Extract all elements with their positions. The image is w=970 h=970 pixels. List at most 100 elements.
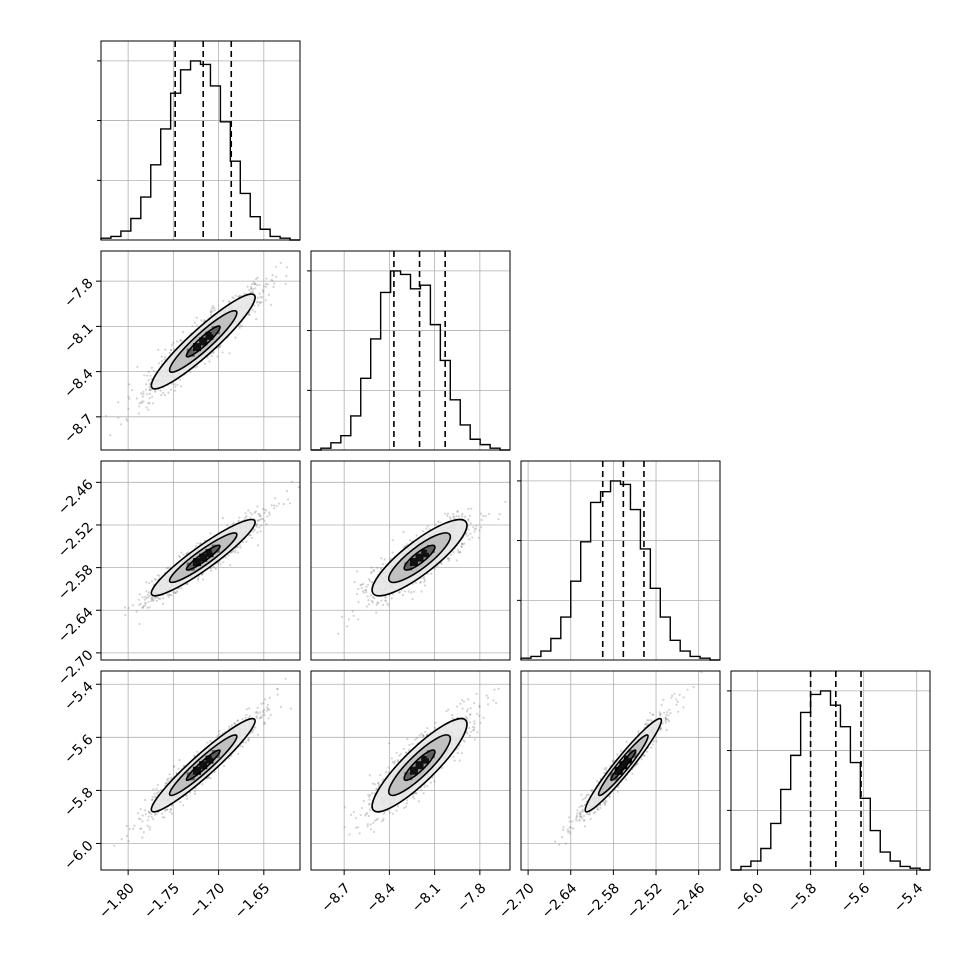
scatter-point — [186, 552, 189, 555]
scatter-point — [407, 590, 410, 593]
scatter-point — [146, 819, 149, 822]
scatter-point — [139, 602, 142, 606]
scatter-point — [177, 767, 180, 770]
scatter-point — [255, 301, 258, 304]
scatter-point — [346, 625, 349, 628]
scatter-point — [420, 789, 423, 792]
scatter-point — [228, 352, 231, 355]
scatter-point — [236, 551, 240, 554]
scatter-point — [142, 390, 145, 393]
scatter-point — [170, 348, 173, 352]
scatter-point — [246, 285, 249, 288]
scatter-point — [216, 355, 219, 358]
scatter-point — [351, 610, 354, 613]
scatter-point — [258, 518, 261, 522]
scatter-point — [257, 512, 260, 515]
scatter-point — [469, 522, 472, 525]
scatter-point — [422, 792, 425, 795]
scatter-point — [247, 737, 250, 740]
scatter-point — [464, 515, 467, 518]
scatter-point — [398, 591, 401, 594]
scatter-point — [447, 559, 451, 562]
scatter-point — [456, 751, 459, 755]
scatter-point — [255, 716, 258, 720]
scatter-point — [163, 358, 166, 361]
scatter-point — [367, 583, 370, 587]
scatter-point — [140, 827, 143, 830]
scatter-point — [473, 528, 476, 531]
scatter-point — [452, 515, 455, 518]
scatter-point — [165, 567, 168, 570]
scatter-point — [411, 598, 414, 601]
scatter-point — [286, 266, 289, 269]
scatter-point — [148, 383, 151, 386]
scatter-point — [356, 593, 359, 596]
scatter-point — [467, 518, 470, 521]
scatter-point — [256, 712, 260, 715]
scatter-point — [157, 348, 160, 351]
scatter-point — [150, 812, 153, 816]
scatter-point — [238, 326, 241, 329]
scatter-point — [160, 393, 163, 397]
scatter-point — [250, 287, 253, 291]
scatter-point — [218, 730, 221, 733]
scatter-point — [287, 498, 290, 501]
scatter-point — [182, 553, 185, 556]
histogram-3 — [731, 690, 930, 871]
scatter-point — [464, 715, 467, 718]
scatter-point — [360, 587, 363, 590]
scatter-point — [256, 296, 259, 299]
scatter-point — [125, 418, 128, 421]
scatter-point — [262, 711, 265, 714]
scatter-point — [148, 392, 151, 395]
scatter-point — [193, 754, 196, 757]
scatter-point — [361, 582, 365, 586]
scatter-point — [150, 580, 154, 583]
scatter-point — [368, 795, 371, 798]
scatter-point — [148, 811, 151, 814]
scatter-point — [210, 569, 213, 573]
scatter-point — [210, 314, 213, 317]
scatter-point — [480, 526, 483, 529]
scatter-point — [423, 579, 427, 582]
scatter-point — [176, 340, 179, 343]
scatter-point — [125, 824, 128, 828]
hist-frame-1 — [310, 250, 511, 451]
scatter-point — [391, 539, 394, 542]
scatter-point — [255, 318, 258, 321]
scatter-point — [359, 583, 362, 587]
scatter-point — [259, 515, 262, 518]
scatter-point — [154, 596, 157, 599]
scatter-point — [173, 591, 177, 595]
scatter-point — [128, 827, 131, 831]
scatter-point — [147, 591, 150, 594]
scatter-point — [426, 727, 429, 730]
scatter-point — [207, 776, 210, 779]
scatter-point — [231, 296, 234, 299]
scatter-point — [138, 603, 141, 606]
scatter-point — [245, 708, 248, 711]
scatter-point — [381, 603, 385, 607]
scatter-point — [347, 618, 350, 621]
scatter-point — [459, 551, 462, 554]
scatter-point — [478, 529, 481, 532]
scatter-point — [290, 480, 293, 483]
scatter-point — [170, 812, 173, 816]
scatter-point — [379, 566, 383, 570]
scatter-point — [174, 385, 177, 388]
scatter-point — [259, 296, 262, 299]
scatter-point — [163, 816, 166, 819]
scatter-point — [227, 554, 230, 557]
scatter-point — [148, 594, 151, 597]
scatter-point — [237, 752, 240, 755]
scatter-point — [365, 591, 368, 594]
scatter-point — [244, 741, 248, 744]
scatter-point — [362, 590, 365, 593]
scatter-point — [257, 304, 260, 307]
scatter-point — [250, 291, 253, 294]
scatter-point — [464, 533, 467, 536]
contour-line-3-0-1 — [168, 734, 238, 797]
scatter-point — [148, 388, 151, 392]
scatter-point — [340, 615, 343, 619]
scatter-point — [142, 605, 145, 608]
